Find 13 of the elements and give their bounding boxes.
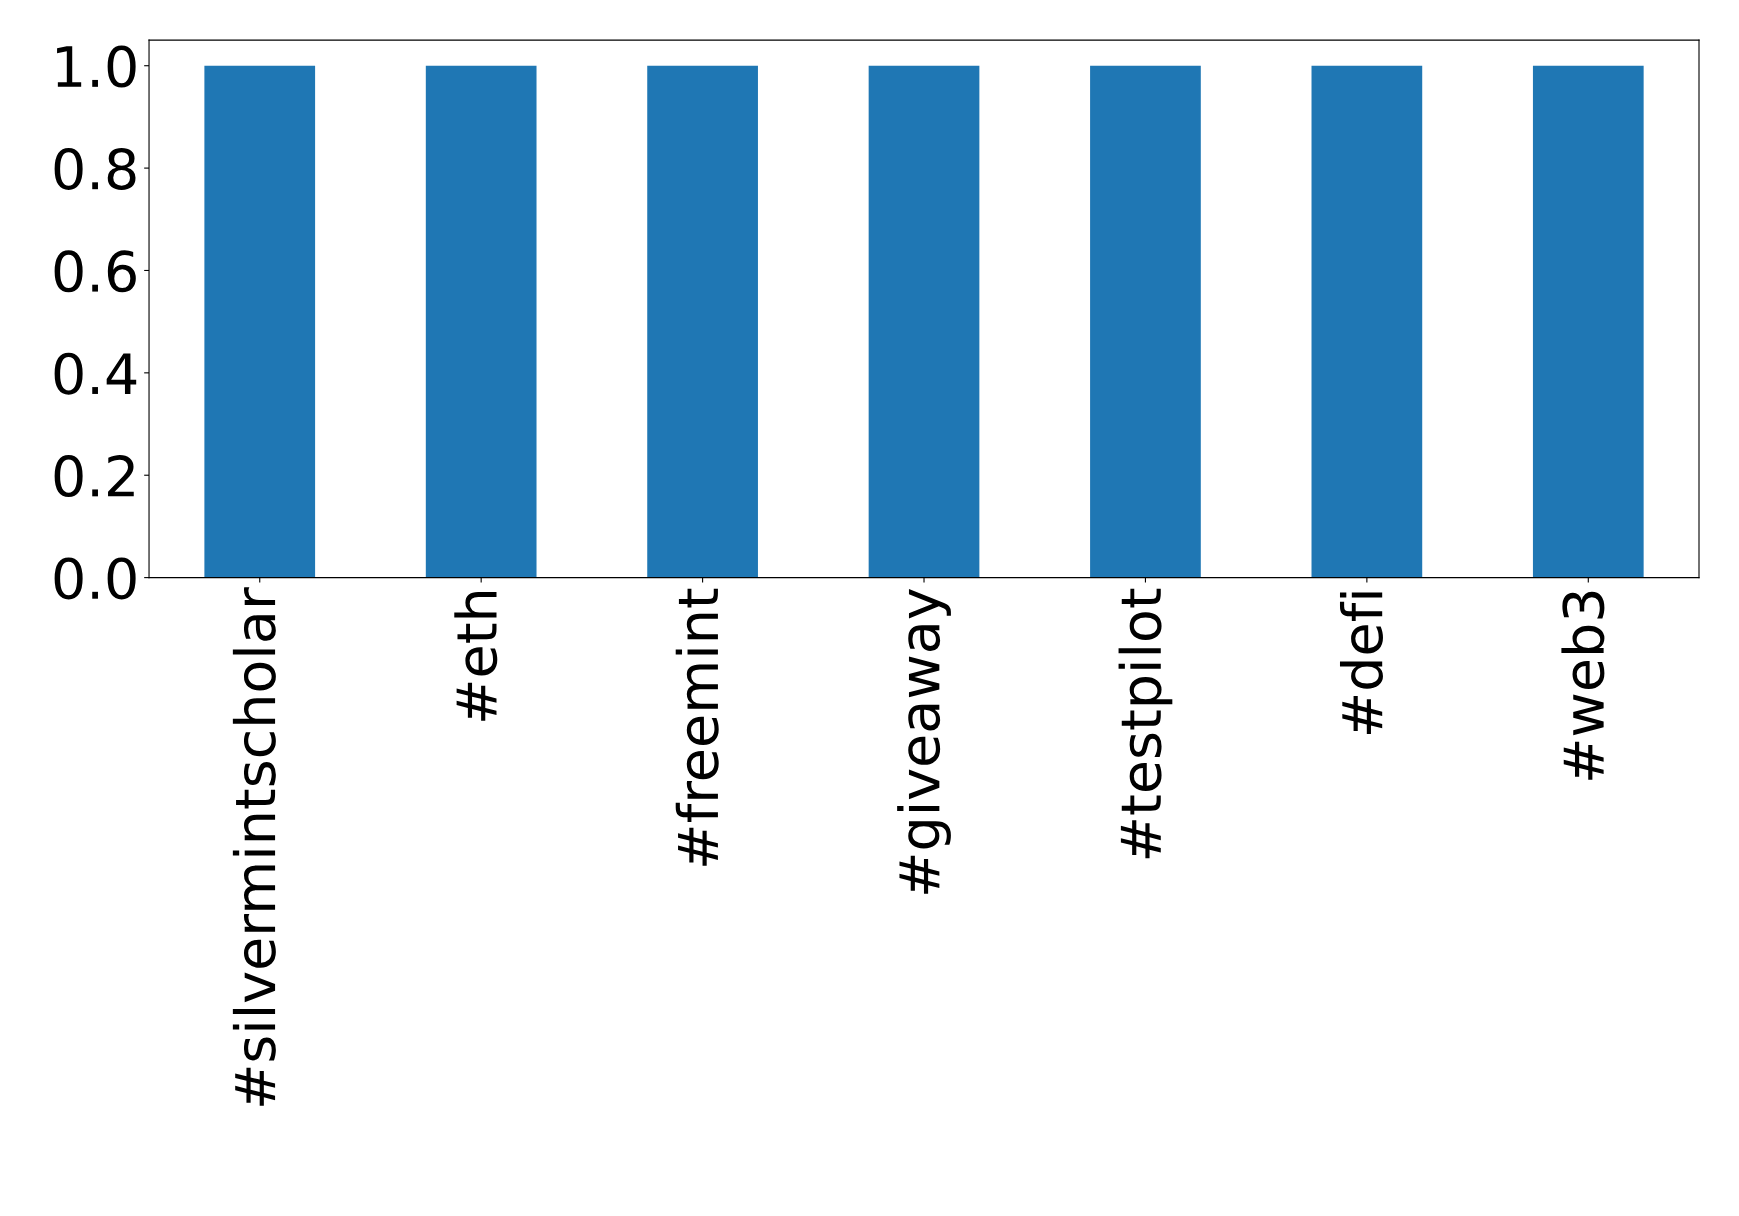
- x-tick-label: #web3: [1561, 591, 1605, 780]
- y-tick-label: 0.2: [54, 455, 134, 498]
- x-tick-label: #silvermintscholar: [232, 587, 276, 1106]
- x-tick-label: #giveaway: [897, 589, 951, 894]
- x-tick-label: #defi: [1339, 592, 1383, 735]
- y-tick-label: 0.4: [54, 352, 137, 395]
- x-tick-label: #testpilot: [1118, 588, 1173, 859]
- y-tick-label: 0.6: [54, 250, 136, 293]
- x-tick-label: #eth: [454, 592, 498, 721]
- y-tick-label: 0.0: [54, 557, 136, 600]
- x-tick-label: #freemint: [675, 588, 719, 866]
- y-tick-label: 0.8: [54, 147, 136, 190]
- y-tick-label: 1.0: [57, 45, 136, 88]
